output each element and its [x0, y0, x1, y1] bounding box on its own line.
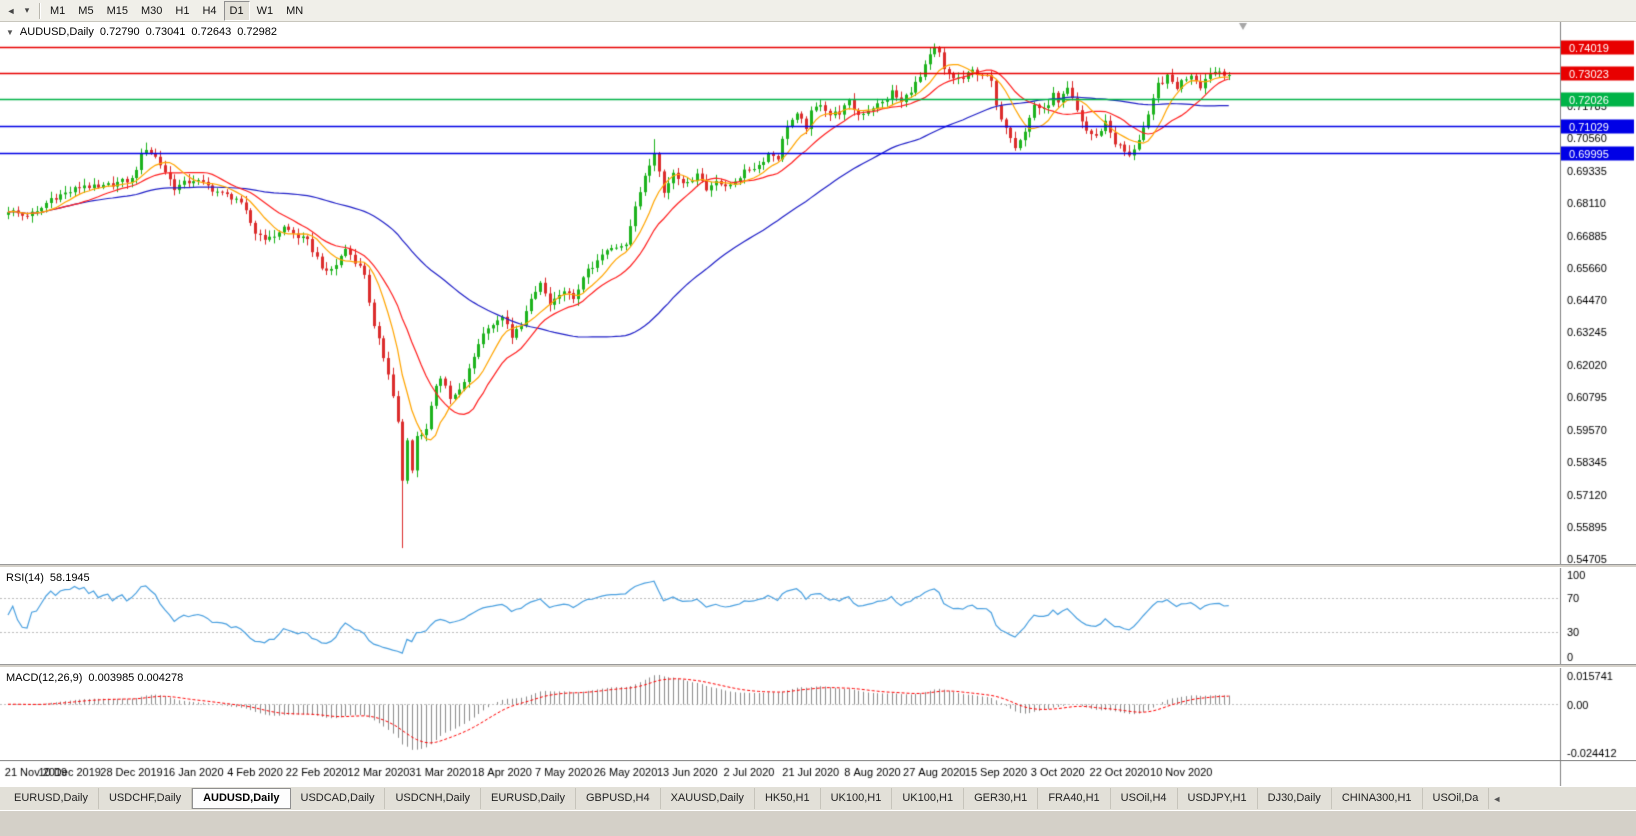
chart-tab-gbpusd-h4[interactable]: GBPUSD,H4: [576, 788, 661, 809]
timeframe-button-group: M1 M5 M15 M30 H1 H4 D1 W1 MN: [44, 0, 309, 21]
price-chart-pane: ▼ AUDUSD,Daily 0.72790 0.73041 0.72643 0…: [0, 22, 1636, 564]
chart-tab-usdcnh-daily[interactable]: USDCNH,Daily: [385, 788, 482, 809]
rsi-indicator-name: RSI(14): [6, 572, 44, 584]
main-chart-legend: ▼ AUDUSD,Daily 0.72790 0.73041 0.72643 0…: [6, 26, 277, 38]
chart-open-value: 0.72790: [99, 26, 140, 38]
macd-legend: MACD(12,26,9) 0.003985 0.004278: [6, 672, 183, 684]
timeframe-button-d1[interactable]: D1: [223, 0, 250, 21]
chart-tab-usoil-da[interactable]: USOil,Da: [1423, 788, 1490, 809]
timeframe-button-mn[interactable]: MN: [286, 4, 304, 17]
chart-tab-uk100-h1[interactable]: UK100,H1: [821, 788, 893, 809]
chart-close-value: 0.72982: [237, 26, 277, 38]
pane-splitter[interactable]: [0, 664, 1636, 668]
chart-tab-usdcad-daily[interactable]: USDCAD,Daily: [291, 788, 386, 809]
timeframes-toolbar: ◄ ▾ M1 M5 M15 M30 H1 H4 D1 W1 MN: [0, 0, 1636, 22]
rsi-indicator-value: 58.1945: [49, 572, 90, 584]
timeframe-button-m15[interactable]: M15: [106, 4, 128, 17]
chart-tab-hk50-h1[interactable]: HK50,H1: [755, 788, 821, 809]
toolbar-dropdown-icon[interactable]: ▾: [24, 5, 30, 15]
chart-low-value: 0.72643: [191, 26, 232, 38]
chart-nav-icon[interactable]: ◄: [6, 5, 16, 16]
chart-tab-usoil-h4[interactable]: USOil,H4: [1111, 788, 1178, 809]
toolbar-left-icons: ◄ ▾: [3, 3, 35, 19]
status-bar: [0, 810, 1636, 836]
chart-symbol-period: AUDUSD,Daily: [19, 26, 94, 38]
rsi-legend: RSI(14) 58.1945: [6, 572, 90, 584]
macd-canvas[interactable]: [0, 668, 1636, 760]
chart-tab-uk100-h1[interactable]: UK100,H1: [892, 788, 965, 809]
timeframe-button-h4[interactable]: H4: [202, 4, 217, 17]
timeframe-button-m1[interactable]: M1: [50, 4, 66, 17]
macd-indicator-name: MACD(12,26,9): [6, 672, 83, 684]
chart-tab-fra40-h1[interactable]: FRA40,H1: [1038, 788, 1111, 809]
rsi-canvas[interactable]: [0, 568, 1636, 664]
macd-pane: MACD(12,26,9) 0.003985 0.004278: [0, 668, 1636, 760]
chart-tab-eurusd-daily[interactable]: EURUSD,Daily: [4, 788, 99, 809]
chart-tab-dj30-daily[interactable]: DJ30,Daily: [1258, 788, 1332, 809]
chart-tab-xauusd-daily[interactable]: XAUUSD,Daily: [661, 788, 755, 809]
timeframe-button-m5[interactable]: M5: [78, 4, 94, 17]
timeframe-button-w1[interactable]: W1: [256, 4, 274, 17]
chart-tabs-bar: EURUSD,Daily USDCHF,Daily AUDUSD,Daily USDC…: [0, 786, 1636, 810]
chart-tabs: EURUSD,Daily USDCHF,Daily AUDUSD,Daily USDC…: [4, 788, 1490, 809]
chart-dropdown-icon[interactable]: ▼: [6, 27, 14, 37]
toolbar-separator: [39, 2, 40, 19]
time-axis-canvas[interactable]: [0, 760, 1636, 786]
chart-tab-eurusd-daily[interactable]: EURUSD,Daily: [481, 788, 576, 809]
price-chart-canvas[interactable]: [0, 22, 1636, 564]
pane-splitter[interactable]: [0, 564, 1636, 568]
chart-tab-china300-h1[interactable]: CHINA300,H1: [1332, 788, 1423, 809]
tab-scroll-left-icon[interactable]: ◄: [1492, 793, 1502, 804]
chart-tab-usdjpy-h1[interactable]: USDJPY,H1: [1178, 788, 1258, 809]
timeframe-button-h1[interactable]: H1: [175, 4, 190, 17]
chart-high-value: 0.73041: [145, 26, 186, 38]
macd-indicator-values: 0.003985 0.004278: [88, 672, 184, 684]
chart-tab-ger30-h1[interactable]: GER30,H1: [964, 788, 1039, 809]
timeframe-button-m30[interactable]: M30: [140, 4, 163, 17]
rsi-pane: RSI(14) 58.1945: [0, 568, 1636, 664]
chart-tab-usdchf-daily[interactable]: USDCHF,Daily: [99, 788, 193, 809]
time-axis: [0, 760, 1636, 786]
chart-tab-audusd-daily[interactable]: AUDUSD,Daily: [192, 788, 291, 809]
